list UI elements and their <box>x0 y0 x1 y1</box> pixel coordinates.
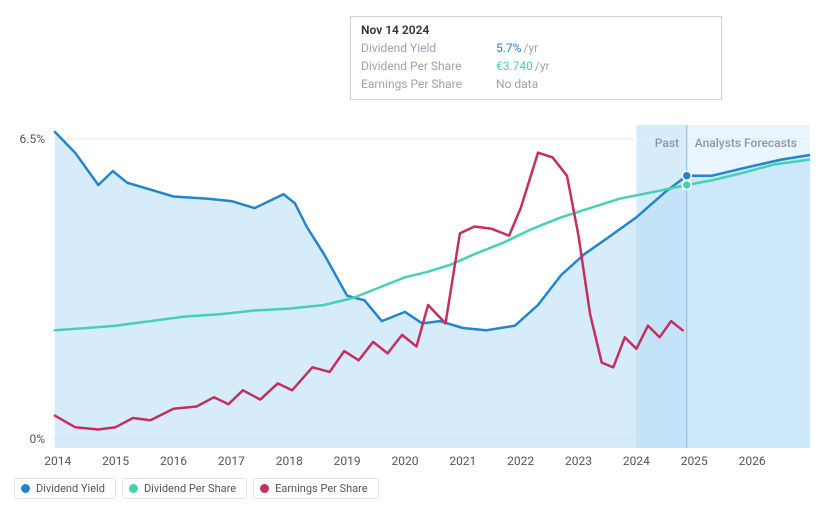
x-tick-label: 2018 <box>276 454 303 468</box>
x-tick-label: 2014 <box>44 454 71 468</box>
legend-item[interactable]: Earnings Per Share <box>253 478 379 499</box>
legend-item[interactable]: Dividend Yield <box>14 478 116 499</box>
x-tick-label: 2017 <box>218 454 245 468</box>
legend-dot <box>21 484 30 493</box>
tooltip-row-unit: /yr <box>535 57 550 75</box>
tooltip-row: Dividend Per Share€3.740/yr <box>361 57 711 75</box>
legend: Dividend Yield Dividend Per Share Earnings… <box>14 478 379 499</box>
tooltip-row-value: €3.740 <box>496 57 533 75</box>
legend-dot <box>129 484 138 493</box>
x-tick-label: 2015 <box>102 454 129 468</box>
x-tick-label: 2022 <box>507 454 534 468</box>
x-tick-label: 2024 <box>623 454 650 468</box>
x-tick-label: 2021 <box>449 454 476 468</box>
x-tick-label: 2020 <box>391 454 418 468</box>
tooltip-row-value: No data <box>496 75 538 93</box>
plot-area <box>52 125 810 448</box>
legend-label: Earnings Per Share <box>275 482 368 495</box>
dividend-chart: Nov 14 2024 Dividend Yield5.7%/yrDividen… <box>10 10 811 498</box>
tooltip-row-unit: /yr <box>523 39 538 57</box>
legend-label: Dividend Yield <box>36 482 105 495</box>
chart-tooltip: Nov 14 2024 Dividend Yield5.7%/yrDividen… <box>350 16 722 100</box>
legend-dot <box>260 484 269 493</box>
chart-svg <box>52 125 810 448</box>
y-tick-label: 6.5% <box>20 132 45 146</box>
x-tick-label: 2016 <box>160 454 187 468</box>
legend-item[interactable]: Dividend Per Share <box>122 478 247 499</box>
x-tick-label: 2023 <box>565 454 592 468</box>
past-label: Past <box>655 136 679 150</box>
y-tick-label: 0% <box>29 432 45 446</box>
x-tick-label: 2019 <box>334 454 361 468</box>
tooltip-row: Earnings Per ShareNo data <box>361 75 711 93</box>
forecast-label: Analysts Forecasts <box>695 136 797 150</box>
tooltip-date: Nov 14 2024 <box>361 23 711 37</box>
tooltip-row-value: 5.7% <box>496 39 521 57</box>
legend-label: Dividend Per Share <box>144 482 236 495</box>
tooltip-row-label: Earnings Per Share <box>361 75 496 93</box>
x-tick-label: 2025 <box>681 454 708 468</box>
tooltip-row: Dividend Yield5.7%/yr <box>361 39 711 57</box>
tooltip-row-label: Dividend Yield <box>361 39 496 57</box>
tooltip-row-label: Dividend Per Share <box>361 57 496 75</box>
x-tick-label: 2026 <box>739 454 766 468</box>
